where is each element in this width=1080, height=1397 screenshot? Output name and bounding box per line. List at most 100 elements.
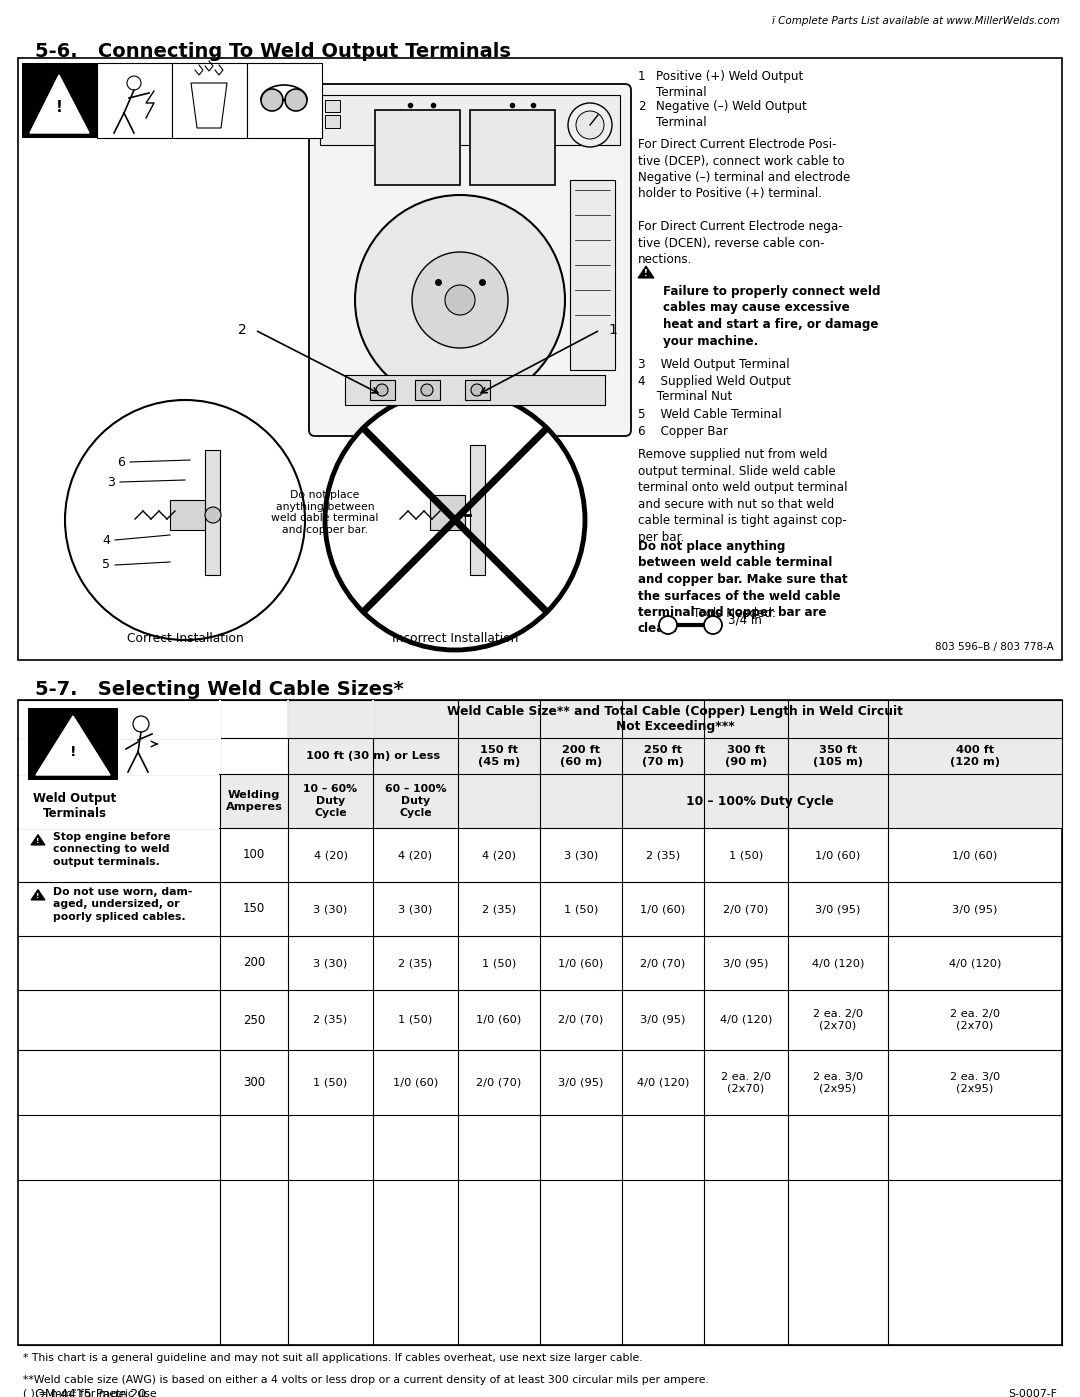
Text: 5-6.   Connecting To Weld Output Terminals: 5-6. Connecting To Weld Output Terminals [35, 42, 511, 61]
Bar [205, 450, 220, 576]
Text: 803 596–B / 803 778-A: 803 596–B / 803 778-A [935, 643, 1054, 652]
Text: 3/0 (95): 3/0 (95) [558, 1077, 604, 1087]
Text: Terminal Nut: Terminal Nut [638, 390, 732, 402]
Text: 3/0 (95): 3/0 (95) [724, 958, 769, 968]
Text: !: ! [644, 270, 648, 278]
Text: * This chart is a general guideline and may not suit all applications. If cables: * This chart is a general guideline and … [23, 1354, 643, 1363]
Text: 1/0 (60): 1/0 (60) [476, 1016, 522, 1025]
Text: ( ) = mm² for metric use: ( ) = mm² for metric use [23, 1389, 157, 1397]
Text: !: ! [55, 101, 63, 116]
FancyBboxPatch shape [309, 84, 631, 436]
Bar [430, 495, 465, 529]
Text: Do not place anything
between weld cable terminal
and copper bar. Make sure that: Do not place anything between weld cable… [638, 541, 848, 636]
Text: 150 ft
(45 m): 150 ft (45 m) [477, 745, 521, 767]
Circle shape [659, 616, 677, 634]
Text: 2/0 (70): 2/0 (70) [724, 904, 769, 914]
Text: 2 ea. 3/0
(2x95): 2 ea. 3/0 (2x95) [950, 1071, 1000, 1094]
Text: 1 (50): 1 (50) [729, 849, 764, 861]
Text: Weld Cable Size** and Total Cable (Copper) Length in Weld Circuit
Not Exceeding*: Weld Cable Size** and Total Cable (Coppe… [447, 705, 903, 733]
Text: 3 (30): 3 (30) [564, 849, 598, 861]
Circle shape [421, 384, 433, 395]
Bar [18, 700, 1062, 1345]
Text: 1 (50): 1 (50) [482, 958, 516, 968]
Text: 5-7.   Selecting Weld Cable Sizes*: 5-7. Selecting Weld Cable Sizes* [35, 680, 404, 698]
Circle shape [376, 384, 388, 395]
Text: 1/0 (60): 1/0 (60) [815, 849, 861, 861]
Circle shape [568, 103, 612, 147]
Bar [22, 63, 97, 138]
Bar [470, 446, 485, 576]
Bar [170, 500, 205, 529]
Text: 4/0 (120): 4/0 (120) [812, 958, 864, 968]
Circle shape [205, 507, 221, 522]
Text: 4 (20): 4 (20) [313, 849, 348, 861]
Polygon shape [30, 75, 89, 133]
Text: 1: 1 [608, 323, 617, 337]
Text: 3/0 (95): 3/0 (95) [953, 904, 998, 914]
Text: 2 ea. 2/0
(2x70): 2 ea. 2/0 (2x70) [721, 1071, 771, 1094]
Text: 1/0 (60): 1/0 (60) [393, 1077, 438, 1087]
Bar [415, 380, 440, 400]
Bar [18, 59, 1062, 659]
Text: !: ! [37, 893, 40, 900]
Text: Positive (+) Weld Output
Terminal: Positive (+) Weld Output Terminal [656, 70, 804, 99]
Text: 2/0 (70): 2/0 (70) [558, 1016, 604, 1025]
Text: 1 (50): 1 (50) [564, 904, 598, 914]
Polygon shape [31, 890, 45, 900]
Polygon shape [31, 834, 45, 845]
Text: 3/0 (95): 3/0 (95) [815, 904, 861, 914]
Text: 3 (30): 3 (30) [399, 904, 433, 914]
Text: S-0007-F: S-0007-F [1008, 1389, 1057, 1397]
Text: 2 (35): 2 (35) [482, 904, 516, 914]
Bar [28, 708, 118, 780]
Text: 400 ft
(120 m): 400 ft (120 m) [950, 745, 1000, 767]
Text: For Direct Current Electrode Posi-
tive (DCEP), connect work cable to
Negative (: For Direct Current Electrode Posi- tive … [638, 138, 850, 201]
Text: 4/0 (120): 4/0 (120) [637, 1077, 689, 1087]
Text: 200: 200 [243, 957, 265, 970]
Text: 2 (35): 2 (35) [646, 849, 680, 861]
Text: Correct Installation: Correct Installation [126, 631, 243, 645]
Text: Negative (–) Weld Output
Terminal: Negative (–) Weld Output Terminal [656, 101, 807, 130]
Text: ï Complete Parts List available at www.MillerWelds.com: ï Complete Parts List available at www.M… [772, 15, 1059, 27]
Text: OM-4415 Page 20: OM-4415 Page 20 [35, 1389, 146, 1397]
Bar [287, 700, 289, 738]
Text: 4/0 (120): 4/0 (120) [949, 958, 1001, 968]
Text: 60 – 100%
Duty
Cycle: 60 – 100% Duty Cycle [384, 784, 446, 817]
Text: Do not place
anything between
weld cable terminal
and copper bar.: Do not place anything between weld cable… [271, 490, 379, 535]
Circle shape [704, 616, 723, 634]
Text: Weld Output
Terminals: Weld Output Terminals [33, 792, 117, 820]
Bar [19, 738, 219, 739]
Text: 4 (20): 4 (20) [399, 849, 432, 861]
Text: Incorrect Installation: Incorrect Installation [392, 631, 518, 645]
Circle shape [261, 89, 283, 110]
Text: 150: 150 [243, 902, 265, 915]
Bar [19, 773, 219, 775]
Text: 100: 100 [243, 848, 265, 862]
Text: 3: 3 [107, 475, 114, 489]
Bar [288, 700, 1062, 738]
Circle shape [325, 390, 585, 650]
Text: 2: 2 [239, 323, 247, 337]
Text: !: ! [70, 745, 77, 759]
Text: 250 ft
(70 m): 250 ft (70 m) [642, 745, 684, 767]
Text: 3 (30): 3 (30) [313, 958, 348, 968]
Text: 1/0 (60): 1/0 (60) [558, 958, 604, 968]
Circle shape [285, 89, 307, 110]
Bar [370, 380, 395, 400]
Bar [465, 380, 490, 400]
Text: 3/4 in: 3/4 in [728, 613, 761, 626]
Circle shape [355, 196, 565, 405]
Text: 2: 2 [638, 101, 646, 113]
Circle shape [411, 251, 508, 348]
Text: 2 (35): 2 (35) [313, 1016, 348, 1025]
Text: !: ! [37, 838, 40, 844]
Text: 3    Weld Output Terminal: 3 Weld Output Terminal [638, 358, 789, 372]
Text: 10 – 100% Duty Cycle: 10 – 100% Duty Cycle [686, 795, 834, 807]
Text: 300: 300 [243, 1076, 265, 1090]
Text: 6: 6 [117, 455, 125, 468]
Text: Do not use worn, dam-
aged, undersized, or
poorly spliced cables.: Do not use worn, dam- aged, undersized, … [53, 887, 192, 922]
Text: 4: 4 [103, 534, 110, 546]
Text: 2 ea. 2/0
(2x70): 2 ea. 2/0 (2x70) [813, 1009, 863, 1031]
Bar [97, 63, 172, 138]
Text: **Weld cable size (AWG) is based on either a 4 volts or less drop or a current d: **Weld cable size (AWG) is based on eith… [23, 1375, 708, 1384]
